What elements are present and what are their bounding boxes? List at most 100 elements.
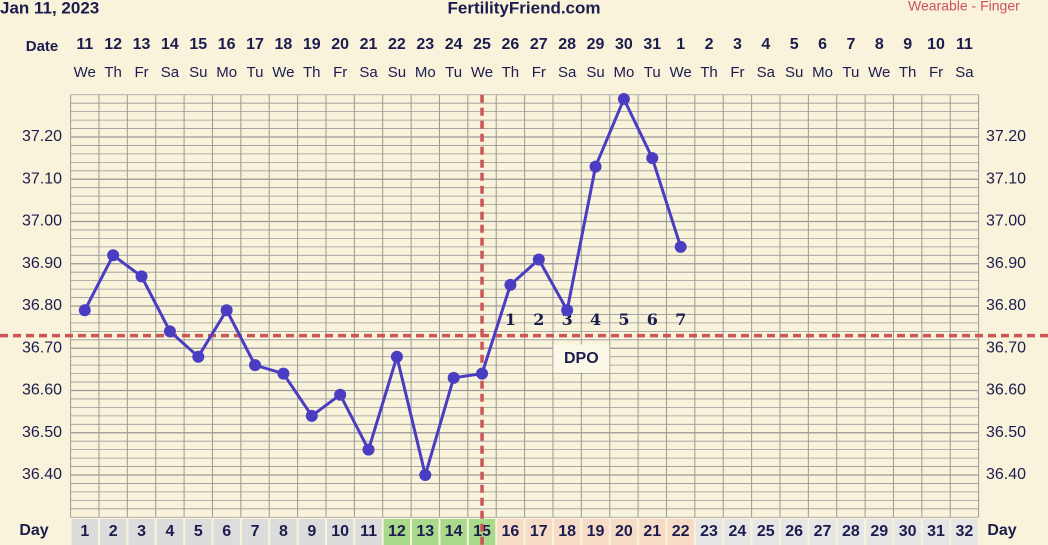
day-cell: [383, 519, 411, 545]
y-tick-label: 36.40: [22, 466, 62, 483]
y-tick-label: 36.90: [22, 255, 62, 272]
y-tick-label: 37.20: [22, 128, 62, 145]
temp-point: [561, 304, 574, 317]
day-label: 22: [672, 523, 690, 540]
weekday-label: Mo: [415, 64, 436, 81]
day-label: 21: [643, 523, 661, 540]
day-cell: [553, 519, 581, 545]
temp-point: [447, 371, 460, 384]
temp-point: [419, 469, 432, 481]
date-label: 6: [818, 36, 827, 53]
weekday-label: Th: [303, 64, 321, 81]
date-label: 17: [246, 36, 264, 53]
weekday-label: Mo: [216, 64, 237, 81]
weekday-label: Sa: [757, 64, 776, 81]
day-cell: [298, 519, 325, 545]
weekday-label: We: [868, 64, 890, 81]
day-label: 18: [558, 523, 576, 540]
day-cell: [951, 519, 978, 545]
temp-point: [504, 278, 517, 291]
date-label: 8: [875, 36, 884, 53]
temp-point: [617, 92, 630, 105]
y-tick-label-right: 36.40: [986, 466, 1026, 483]
dpo-number: 5: [618, 310, 629, 329]
date-label: 21: [360, 36, 378, 53]
day-cell: [185, 519, 212, 545]
date-label: 27: [530, 36, 548, 53]
dpo-number: 7: [675, 310, 686, 329]
weekday-label: Mo: [613, 64, 634, 81]
weekday-label: Tu: [445, 64, 462, 81]
day-label: 24: [729, 523, 747, 540]
temp-point: [334, 388, 347, 401]
date-label: 31: [643, 36, 661, 53]
temp-point: [532, 253, 545, 266]
day-label: 23: [700, 523, 718, 540]
y-tick-label: 36.70: [22, 339, 62, 356]
day-cell: [71, 519, 98, 545]
day-label: 8: [279, 523, 288, 540]
date-axis-label: Date: [26, 38, 59, 55]
y-tick-label: 36.80: [22, 297, 62, 314]
date-label: 1: [676, 36, 685, 53]
day-label: 9: [307, 523, 316, 540]
day-label: 27: [814, 523, 832, 540]
y-tick-label-right: 36.80: [986, 297, 1026, 314]
day-label: 29: [870, 523, 888, 540]
day-label: 26: [785, 523, 803, 540]
weekday-label: Su: [586, 64, 604, 81]
day-label: 12: [388, 523, 406, 540]
date-label: 5: [790, 36, 799, 53]
y-tick-label-right: 37.10: [986, 170, 1026, 187]
day-axis-label: Day: [19, 522, 48, 539]
weekday-label: We: [74, 64, 96, 81]
day-label: 19: [587, 523, 605, 540]
day-cell: [525, 519, 552, 545]
weekday-label: We: [670, 64, 692, 81]
day-label: 20: [615, 523, 633, 540]
weekday-label: We: [272, 64, 294, 81]
date-label: 12: [104, 36, 122, 53]
weekday-label: Th: [899, 64, 917, 81]
temp-point: [305, 409, 318, 422]
weekday-label: Sa: [558, 64, 577, 81]
day-axis-label: Day: [987, 522, 1016, 539]
weekday-label: Fr: [929, 64, 943, 81]
weekday-label: Sa: [161, 64, 180, 81]
dpo-number: 2: [533, 310, 544, 329]
weekday-label: Th: [104, 64, 122, 81]
weekday-label: Su: [785, 64, 803, 81]
temp-point: [646, 152, 659, 165]
day-label: 25: [757, 523, 775, 540]
temp-point: [674, 240, 687, 253]
date-label: 18: [275, 36, 293, 53]
temp-point: [135, 270, 148, 283]
y-tick-label-right: 37.20: [986, 128, 1026, 145]
day-cell: [752, 519, 779, 545]
day-cell: [128, 519, 155, 545]
date-label: 10: [927, 36, 945, 53]
day-cell: [724, 519, 751, 545]
date-label: 23: [416, 36, 434, 53]
weekday-label: Sa: [359, 64, 378, 81]
day-cell: [326, 519, 354, 545]
date-label: 28: [558, 36, 576, 53]
day-cell: [412, 519, 439, 545]
dpo-number: 6: [647, 310, 658, 329]
date-label: 7: [846, 36, 855, 53]
weekday-label: Fr: [134, 64, 148, 81]
temp-point: [476, 367, 489, 380]
day-label: 10: [331, 523, 349, 540]
date-label: 20: [331, 36, 349, 53]
weekday-label: Fr: [532, 64, 546, 81]
temp-point: [220, 304, 233, 317]
temp-point: [249, 359, 262, 372]
dpo-box: [553, 344, 610, 373]
dpo-number: 1: [505, 310, 516, 329]
y-tick-label-right: 36.70: [986, 339, 1026, 356]
day-cell: [355, 519, 382, 545]
y-tick-label-right: 36.50: [986, 424, 1026, 441]
y-tick-label: 36.60: [22, 382, 62, 399]
